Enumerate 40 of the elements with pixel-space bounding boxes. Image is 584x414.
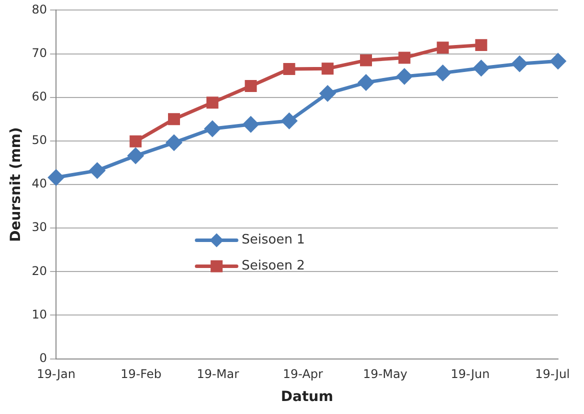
point bbox=[550, 53, 566, 69]
point bbox=[243, 116, 259, 132]
y-tick-label: 80 bbox=[32, 2, 48, 16]
point bbox=[398, 52, 410, 64]
y-tick-label: 0 bbox=[39, 350, 48, 365]
point bbox=[396, 68, 412, 84]
point bbox=[244, 80, 257, 92]
y-tick-label: 70 bbox=[32, 46, 48, 60]
point bbox=[168, 113, 180, 126]
point bbox=[360, 54, 372, 66]
y-tick-label: 50 bbox=[32, 133, 48, 148]
point bbox=[166, 134, 182, 150]
x-tick-label: 19-Jul bbox=[535, 367, 570, 382]
y-tick-label: 40 bbox=[32, 176, 48, 191]
point bbox=[436, 42, 449, 54]
point bbox=[206, 96, 218, 109]
y-tick-label: 20 bbox=[32, 264, 48, 278]
point bbox=[475, 39, 488, 52]
y-tick-label: 60 bbox=[32, 89, 48, 104]
point bbox=[283, 63, 296, 76]
x-tick-label: 19-Jun bbox=[450, 367, 490, 382]
x-tick-label: 19-May bbox=[362, 367, 408, 382]
point bbox=[512, 56, 528, 72]
point bbox=[204, 120, 220, 136]
point bbox=[322, 62, 334, 75]
point bbox=[358, 74, 374, 90]
x-tick-label: 19-Feb bbox=[120, 367, 162, 382]
y-tick-label: 10 bbox=[32, 307, 48, 322]
y-axis-title: Deursnit (mm) bbox=[8, 127, 24, 242]
point bbox=[320, 86, 336, 102]
legend-label: Seisoen 1 bbox=[242, 232, 305, 248]
legend-label: Seisoen 2 bbox=[242, 258, 305, 274]
x-tick-label: 19-Jan bbox=[36, 367, 76, 382]
x-tick-label: 19-Mar bbox=[196, 367, 240, 382]
point bbox=[473, 60, 489, 76]
y-tick-label: 30 bbox=[32, 220, 48, 234]
point bbox=[281, 113, 297, 129]
x-tick-label: 19-Apr bbox=[282, 367, 324, 382]
point bbox=[435, 65, 451, 81]
x-axis-title: Datum bbox=[280, 389, 334, 406]
